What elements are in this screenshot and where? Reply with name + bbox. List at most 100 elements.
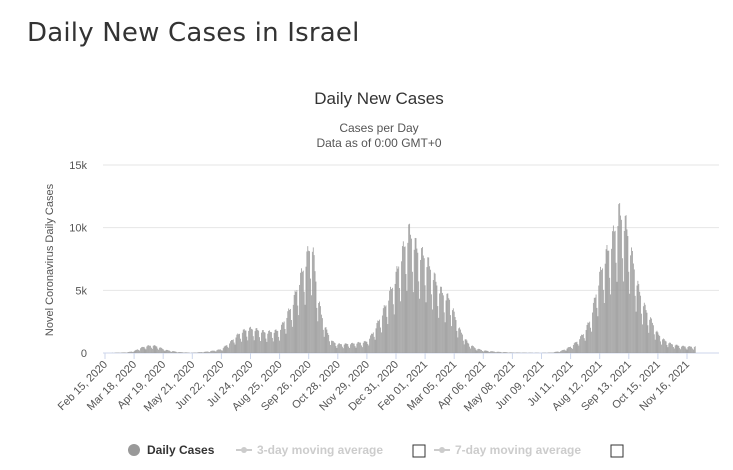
daily-cases-bar[interactable] — [251, 329, 253, 354]
daily-cases-bar[interactable] — [254, 331, 256, 353]
daily-cases-bar[interactable] — [475, 349, 477, 353]
daily-cases-bar[interactable] — [271, 337, 273, 353]
daily-cases-bar[interactable] — [135, 349, 137, 353]
daily-cases-bar[interactable] — [482, 350, 483, 353]
daily-cases-bar[interactable] — [175, 351, 177, 353]
legend-item-daily-cases[interactable]: Daily Cases — [128, 443, 215, 457]
daily-cases-bar[interactable] — [317, 321, 319, 353]
daily-cases-bar[interactable] — [503, 352, 505, 353]
daily-cases-bar[interactable] — [587, 322, 589, 353]
daily-cases-bar[interactable] — [624, 215, 626, 353]
daily-cases-bar[interactable] — [265, 338, 267, 353]
daily-cases-bar[interactable] — [504, 352, 506, 353]
daily-cases-bar[interactable] — [186, 352, 188, 353]
daily-cases-bar[interactable] — [290, 308, 291, 353]
daily-cases-bar[interactable] — [654, 339, 656, 353]
daily-cases-bar[interactable] — [228, 347, 230, 353]
daily-cases-bar[interactable] — [355, 347, 357, 353]
daily-cases-bar[interactable] — [354, 346, 356, 353]
daily-cases-bar[interactable] — [446, 293, 448, 353]
daily-cases-bar[interactable] — [425, 302, 427, 353]
daily-cases-bar[interactable] — [371, 333, 373, 353]
daily-cases-bar[interactable] — [204, 351, 206, 353]
daily-cases-bar[interactable] — [642, 324, 643, 353]
daily-cases-bar[interactable] — [505, 352, 507, 353]
daily-cases-bar[interactable] — [277, 330, 279, 353]
daily-cases-bar[interactable] — [483, 350, 485, 353]
daily-cases-bar[interactable] — [181, 352, 183, 353]
daily-cases-bar[interactable] — [390, 286, 391, 353]
daily-cases-bar[interactable] — [674, 345, 676, 353]
daily-cases-bar[interactable] — [394, 283, 396, 353]
daily-cases-bar[interactable] — [381, 332, 382, 353]
daily-cases-bar[interactable] — [629, 293, 631, 353]
daily-cases-bar[interactable] — [263, 331, 265, 353]
daily-cases-bar[interactable] — [553, 352, 555, 353]
daily-cases-bar[interactable] — [222, 348, 224, 353]
daily-cases-bar[interactable] — [399, 288, 401, 353]
daily-cases-bar[interactable] — [348, 346, 350, 353]
daily-cases-bar[interactable] — [619, 203, 621, 353]
daily-cases-bar[interactable] — [581, 334, 582, 353]
daily-cases-bar[interactable] — [245, 330, 247, 353]
daily-cases-bar[interactable] — [634, 295, 636, 353]
daily-cases-bar[interactable] — [281, 324, 282, 353]
daily-cases-bar[interactable] — [601, 269, 602, 353]
daily-cases-bar[interactable] — [134, 350, 136, 353]
daily-cases-bar[interactable] — [590, 327, 591, 353]
daily-cases-bar[interactable] — [259, 337, 260, 353]
daily-cases-bar[interactable] — [495, 352, 497, 353]
daily-cases-bar[interactable] — [642, 306, 644, 353]
daily-cases-bar[interactable] — [340, 344, 341, 353]
daily-cases-bar[interactable] — [682, 345, 684, 353]
daily-cases-bar[interactable] — [564, 350, 566, 353]
daily-cases-bar[interactable] — [662, 338, 664, 353]
daily-cases-bar[interactable] — [252, 336, 254, 353]
daily-cases-bar[interactable] — [472, 346, 474, 353]
daily-cases-bar[interactable] — [127, 352, 129, 353]
daily-cases-bar[interactable] — [198, 352, 200, 353]
daily-cases-bar[interactable] — [445, 300, 447, 353]
daily-cases-bar[interactable] — [369, 338, 371, 353]
daily-cases-bar[interactable] — [582, 334, 583, 353]
daily-cases-bar[interactable] — [431, 294, 432, 353]
daily-cases-bar[interactable] — [453, 311, 455, 353]
daily-cases-bar[interactable] — [232, 339, 234, 353]
daily-cases-bar[interactable] — [570, 346, 571, 353]
daily-cases-bar[interactable] — [563, 349, 565, 353]
daily-cases-bar[interactable] — [297, 305, 299, 353]
daily-cases-bar[interactable] — [692, 348, 693, 353]
daily-cases-bar[interactable] — [490, 351, 491, 353]
daily-cases-bar[interactable] — [622, 281, 624, 353]
daily-cases-bar[interactable] — [436, 285, 438, 353]
daily-cases-bar[interactable] — [122, 352, 124, 353]
daily-cases-bar[interactable] — [156, 346, 158, 353]
daily-cases-bar[interactable] — [205, 351, 207, 353]
daily-cases-bar[interactable] — [457, 337, 459, 353]
daily-cases-bar[interactable] — [255, 328, 257, 353]
daily-cases-bar[interactable] — [627, 236, 629, 353]
daily-cases-bar[interactable] — [632, 263, 634, 353]
daily-cases-bar[interactable] — [160, 347, 162, 353]
daily-cases-bar[interactable] — [328, 335, 330, 353]
daily-cases-bar[interactable] — [579, 339, 581, 353]
daily-cases-bar[interactable] — [481, 349, 482, 353]
daily-cases-bar[interactable] — [203, 351, 205, 353]
daily-cases-bar[interactable] — [256, 328, 258, 353]
daily-cases-bar[interactable] — [491, 351, 492, 353]
daily-cases-bar[interactable] — [345, 343, 347, 353]
daily-cases-bar[interactable] — [613, 231, 615, 353]
daily-cases-bar[interactable] — [284, 329, 286, 353]
daily-cases-bar[interactable] — [669, 342, 671, 353]
daily-cases-bar[interactable] — [381, 315, 383, 353]
daily-cases-bar[interactable] — [626, 229, 628, 353]
daily-cases-bar[interactable] — [561, 350, 562, 353]
daily-cases-bar[interactable] — [272, 341, 274, 353]
daily-cases-bar[interactable] — [239, 333, 240, 353]
daily-cases-bar[interactable] — [230, 341, 231, 353]
daily-cases-bar[interactable] — [684, 346, 686, 353]
daily-cases-bar[interactable] — [649, 319, 651, 353]
daily-cases-bar[interactable] — [687, 347, 689, 353]
daily-cases-bar[interactable] — [236, 334, 238, 353]
daily-cases-bar[interactable] — [139, 350, 140, 353]
